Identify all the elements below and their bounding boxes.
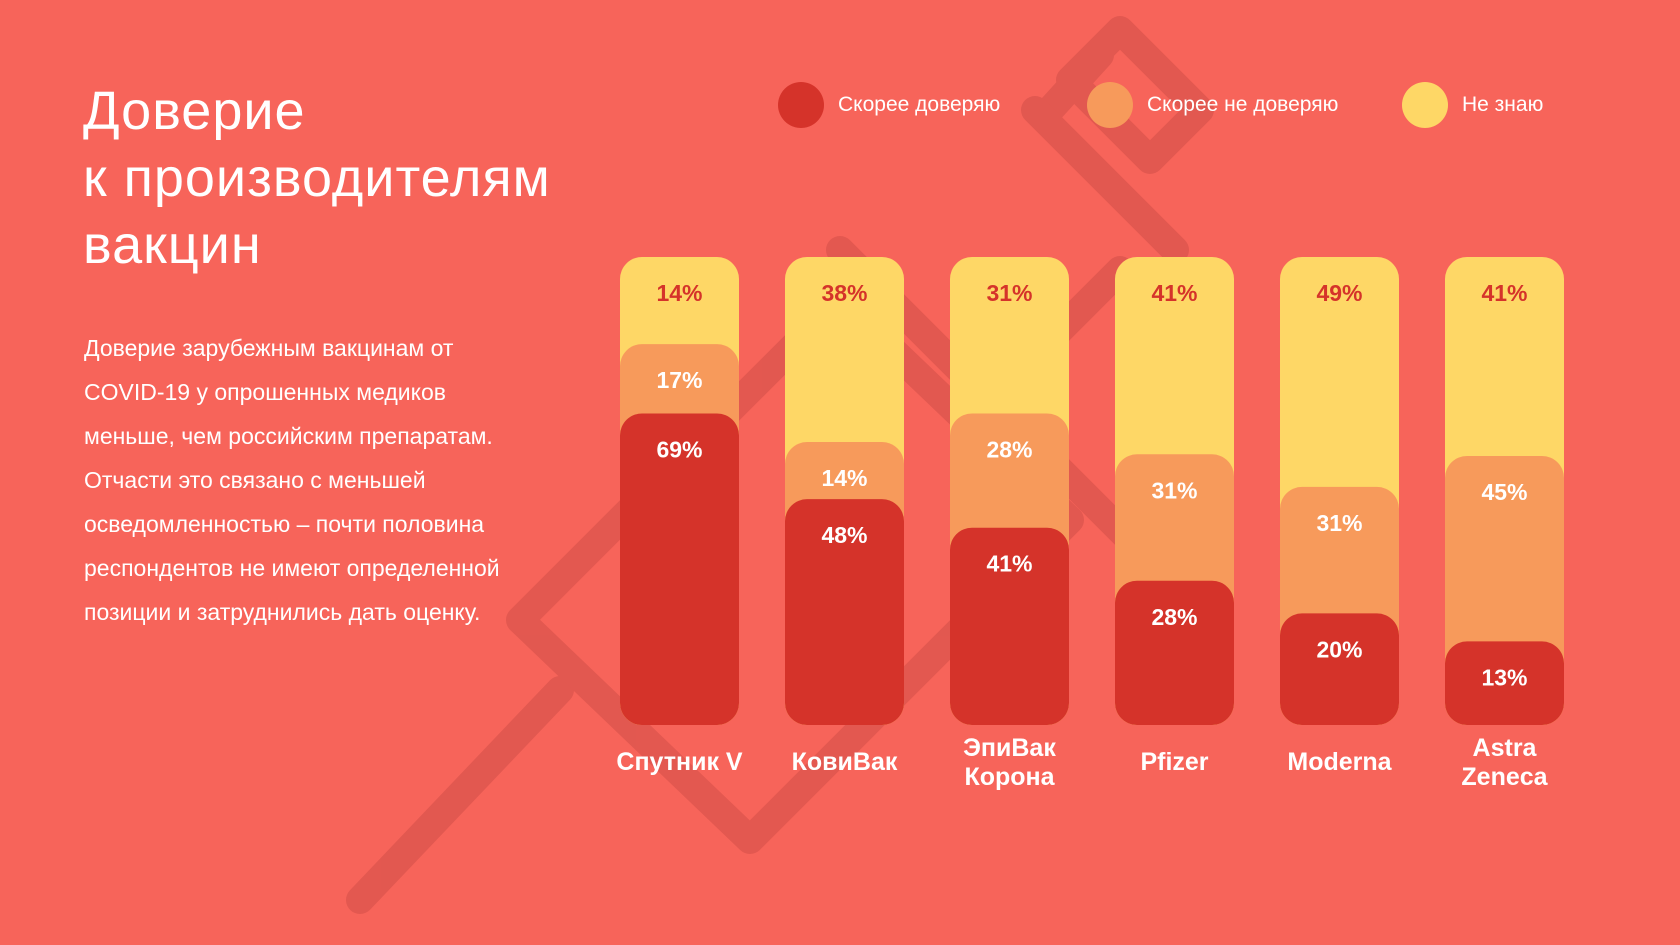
data-label: 45% <box>1481 479 1527 505</box>
data-label: 17% <box>656 367 702 393</box>
data-label: 13% <box>1481 664 1527 690</box>
data-label: 31% <box>1316 510 1362 536</box>
legend-swatch <box>1402 82 1448 128</box>
data-label: 48% <box>821 522 867 548</box>
title-line: к производителям <box>83 148 551 208</box>
data-label: 20% <box>1316 636 1362 662</box>
data-label: 31% <box>1151 477 1197 503</box>
category-label: Zeneca <box>1461 763 1548 791</box>
data-label: 41% <box>986 551 1032 577</box>
category-label: Pfizer <box>1140 748 1208 776</box>
data-label: 69% <box>656 436 702 462</box>
bar-segment <box>950 527 1069 725</box>
data-label: 49% <box>1316 280 1362 306</box>
bar-segment <box>1445 641 1564 725</box>
bar-segment <box>620 413 739 725</box>
legend-label: Не знаю <box>1462 93 1544 116</box>
legend-swatch <box>1087 82 1133 128</box>
category-label: ЭпиВак <box>963 734 1056 762</box>
category-label: Moderna <box>1287 748 1392 776</box>
category-label: Astra <box>1473 734 1538 762</box>
bar-segment <box>1115 580 1234 725</box>
legend-label: Скорее доверяю <box>838 93 1001 116</box>
legend-item-unknown: Не знаю <box>1402 82 1543 128</box>
data-label: 14% <box>656 280 702 306</box>
legend-swatch <box>778 82 824 128</box>
description-text: Доверие зарубежным вакцинам от COVID-19 … <box>84 335 500 625</box>
legend-item-distrust: Скорее не доверяю <box>1087 82 1338 128</box>
bar-segment <box>785 499 904 725</box>
data-label: 14% <box>821 465 867 491</box>
title-line: Доверие <box>83 81 306 141</box>
data-label: 28% <box>1151 604 1197 630</box>
category-label: Спутник V <box>616 748 743 776</box>
data-label: 28% <box>986 436 1032 462</box>
category-label: КовиВак <box>792 748 898 776</box>
legend-item-trust: Скорее доверяю <box>778 82 1000 128</box>
data-label: 41% <box>1151 280 1197 306</box>
bar-segment <box>1280 613 1399 725</box>
data-label: 41% <box>1481 280 1527 306</box>
category-label: Корона <box>964 763 1055 791</box>
title-line: вакцин <box>83 215 262 275</box>
data-label: 31% <box>986 280 1032 306</box>
legend-label: Скорее не доверяю <box>1147 93 1339 116</box>
page-title: Доверие к производителям вакцин <box>83 78 551 279</box>
data-label: 38% <box>821 280 867 306</box>
